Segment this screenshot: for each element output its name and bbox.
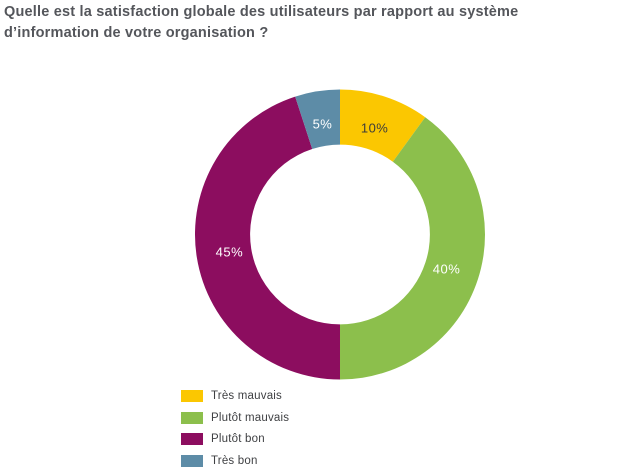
legend-swatch-tres-mauvais (181, 390, 203, 402)
legend-label-tres-bon: Très bon (211, 454, 258, 467)
legend-swatch-plutot-mauvais (181, 411, 203, 424)
chart-question-title: Quelle est la satisfaction globale des u… (4, 4, 519, 42)
legend-item-plutot-mauvais: Plutôt mauvais (181, 411, 290, 424)
legend-item-plutot-bon: Plutôt bon (181, 433, 289, 445)
chart-legend: Très mauvais Plutôt mauvais Plutôt bon T… (181, 390, 289, 467)
donut-svg: 10% 40% 45% 5% (195, 89, 485, 380)
donut-chart: 10% 40% 45% 5% (195, 89, 485, 380)
legend-label-tres-mauvais: Très mauvais (211, 390, 282, 402)
legend-item-tres-bon: Très bon (181, 454, 289, 467)
donut-slice-tres-bon (295, 89, 340, 150)
legend-item-tres-mauvais: Très mauvais (181, 390, 289, 402)
slice-value-label-plutot-mauvais: 40% (433, 262, 461, 277)
legend-label-plutot-bon: Plutôt bon (211, 433, 265, 445)
slice-value-label-tres-bon: 5% (313, 116, 333, 131)
legend-swatch-tres-bon (181, 454, 203, 467)
legend-label-plutot-mauvais: Plutôt mauvais (211, 411, 290, 424)
donut-slice-tres-mauvais (340, 89, 426, 162)
legend-swatch-plutot-bon (181, 433, 203, 445)
donut-slice-plutot-mauvais (340, 117, 485, 380)
donut-slice-plutot-bon (195, 96, 340, 380)
slice-value-label-plutot-bon: 45% (216, 245, 244, 260)
slice-value-label-tres-mauvais: 10% (361, 120, 389, 135)
